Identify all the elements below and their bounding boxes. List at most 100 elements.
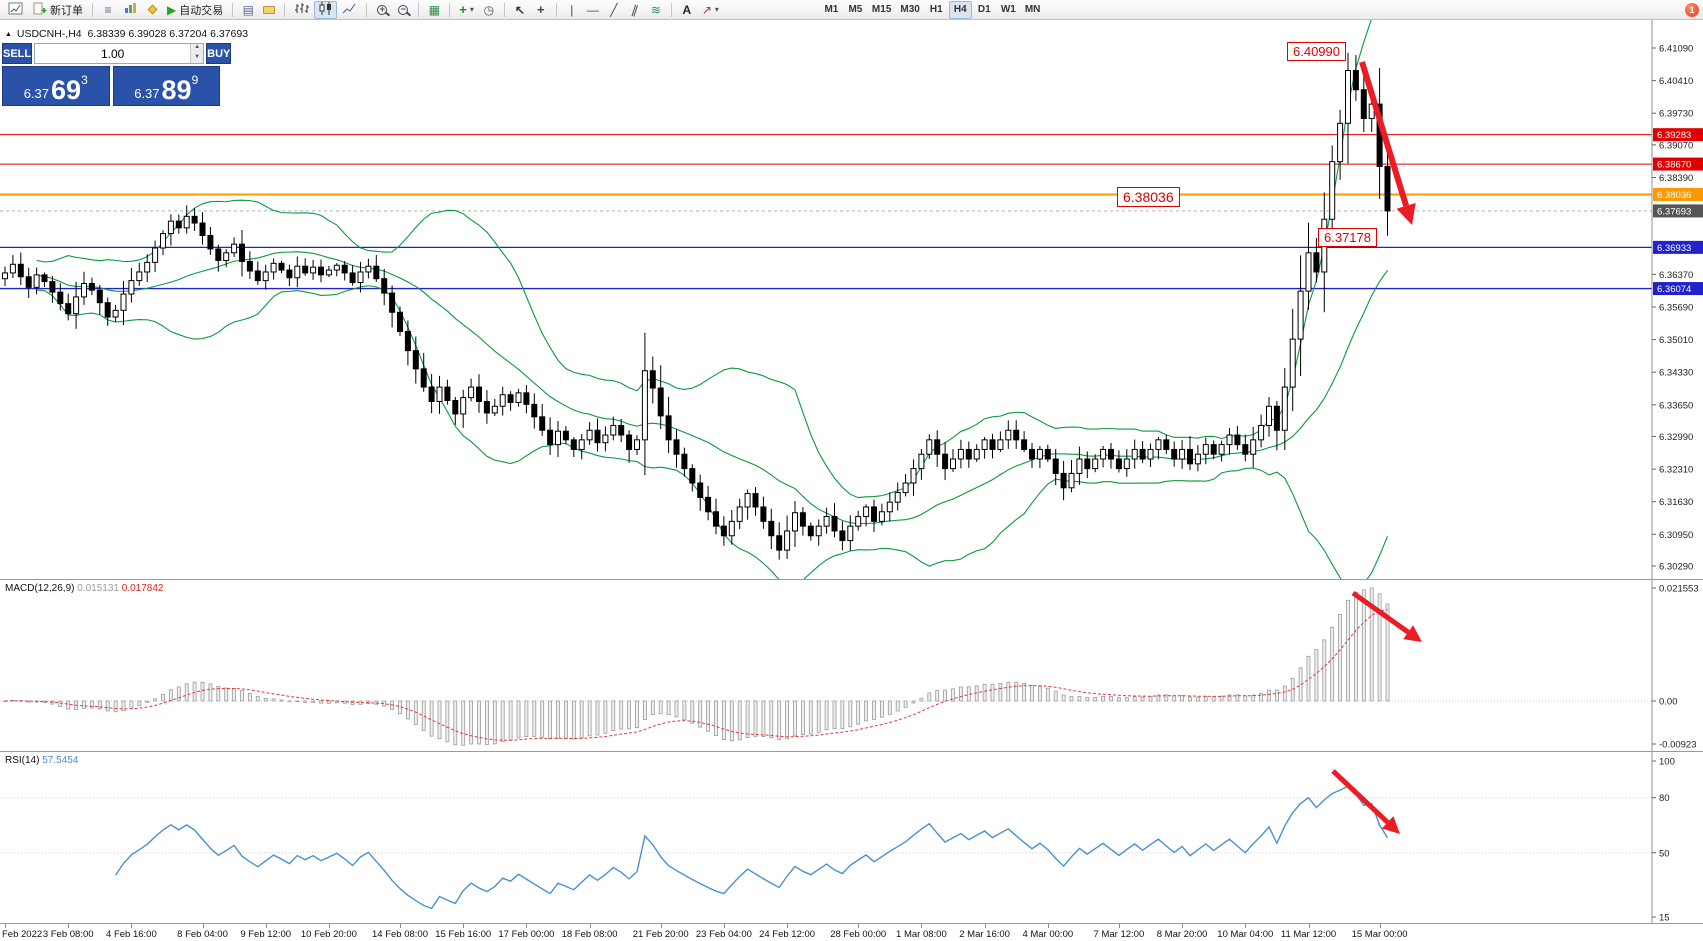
time-axis-label: 3 Feb 08:00 [42, 929, 94, 940]
time-axis-label: 10 Mar 04:00 [1217, 929, 1274, 940]
price-annotation-peak[interactable]: 6.40990 [1287, 42, 1346, 61]
price-annotation-low[interactable]: 6.37178 [1318, 228, 1377, 247]
market-watch-button[interactable]: ≡ [98, 1, 118, 19]
time-axis-label: 4 Feb 16:00 [106, 929, 157, 940]
tile-windows-button[interactable]: ▦ [424, 1, 444, 19]
price-annotation-level[interactable]: 6.38036 [1117, 187, 1180, 207]
timeframe-m1[interactable]: M1 [820, 1, 843, 19]
price-axis-label: 6.35010 [1659, 335, 1693, 346]
main-chart-panel[interactable]: 6.41090 6.40410 6.39730 6.39283 6.39070 6.386… [0, 20, 1703, 579]
time-tick [1308, 924, 1310, 928]
timeframe-m15[interactable]: M15 [868, 1, 895, 19]
indicators-button[interactable]: + ▾ [455, 1, 478, 19]
price-axis-label: 6.30290 [1659, 561, 1693, 572]
crosshair-button[interactable]: + [531, 1, 551, 19]
time-axis-label: 11 Mar 12:00 [1280, 929, 1337, 940]
cursor-button[interactable]: ↖ [510, 1, 530, 19]
trendline-button[interactable]: ╱ [604, 1, 624, 19]
zoom-out-button[interactable]: − [393, 1, 413, 19]
metaeditor-icon [147, 4, 157, 15]
timeframe-h1[interactable]: H1 [925, 1, 948, 19]
svg-text:6.39283: 6.39283 [1657, 130, 1691, 141]
time-axis[interactable]: Feb 2022 3 Feb 08:00 4 Feb 16:00 8 Feb 04:0… [0, 923, 1703, 941]
metaeditor-button[interactable] [142, 1, 162, 19]
rsi-axis-label: 15 [1659, 912, 1670, 923]
toolbar-separator [555, 2, 557, 17]
time-axis-label: 15 Feb 16:00 [435, 929, 492, 940]
timeframe-w1[interactable]: W1 [997, 1, 1020, 19]
volume-decrease-button[interactable]: ▼ [191, 53, 204, 63]
timeframe-d1[interactable]: D1 [973, 1, 996, 19]
one-click-trade-panel: SELL ▲ ▼ BUY 6.37 69 3 6.37 89 9 [2, 43, 232, 106]
bar-chart-button[interactable] [290, 1, 313, 19]
rsi-canvas[interactable]: 100 80 50 15 [0, 752, 1703, 923]
toolbar-separator [366, 2, 368, 17]
buy-price-point: 9 [191, 73, 199, 87]
strategy-tester-icon [123, 1, 137, 18]
rsi-axis-label: 50 [1659, 848, 1670, 859]
time-tick [858, 924, 860, 928]
time-axis-label: 9 Feb 12:00 [240, 929, 292, 940]
tile-windows-icon: ▦ [428, 2, 440, 17]
macd-canvas[interactable]: 0.021553 0.00 -0.00923 [0, 580, 1703, 751]
profiles-button[interactable] [259, 1, 279, 19]
notification-badge[interactable]: 1 [1685, 2, 1699, 17]
fibonacci-button[interactable]: ≋ [646, 1, 666, 19]
macd-panel[interactable]: 0.021553 0.00 -0.00923 MACD(12,26,9) 0.015… [0, 579, 1703, 751]
arrow-objects-button[interactable]: ↗ ▾ [698, 1, 723, 19]
time-axis-label: 8 Feb 04:00 [177, 929, 228, 940]
time-tick [400, 924, 401, 928]
period-button[interactable]: ◷ [479, 1, 499, 19]
zoom-out-icon: − [398, 4, 409, 15]
time-tick [202, 924, 204, 928]
zoom-in-button[interactable]: + [372, 1, 392, 19]
volume-increase-button[interactable]: ▲ [191, 44, 204, 54]
candlestick-chart-icon [318, 1, 333, 19]
timeframe-m30[interactable]: M30 [896, 1, 923, 19]
new-window-button[interactable]: ▤ [238, 1, 258, 19]
rsi-axis-label: 80 [1659, 793, 1670, 804]
volume-input[interactable] [35, 44, 191, 63]
text-tool-button[interactable]: A [677, 1, 697, 19]
price-axis-label: 6.30950 [1659, 530, 1693, 541]
svg-text:6.38036: 6.38036 [1657, 190, 1691, 201]
timeframe-h4[interactable]: H4 [948, 0, 972, 19]
new-chart-icon [8, 1, 23, 19]
time-axis-label: 28 Feb 00:00 [830, 929, 887, 940]
time-tick [526, 924, 528, 928]
timeframe-mn[interactable]: MN [1021, 1, 1045, 19]
indicators-plus-icon: + [459, 2, 467, 17]
buy-button[interactable]: BUY [206, 43, 232, 64]
time-tick [5, 924, 6, 928]
horizontal-line-button[interactable]: — [583, 1, 603, 19]
bollinger-lower-band [36, 285, 1389, 579]
rsi-value: 57.5454 [42, 755, 79, 766]
price-axis-badge [1653, 128, 1703, 142]
zoom-in-icon: + [377, 4, 388, 15]
autotrading-button[interactable]: ▶ 自动交易 [163, 1, 227, 19]
bollinger-middle-band [36, 251, 1388, 525]
new-order-button[interactable]: 新订单 [28, 1, 87, 19]
price-axis-label: 6.34330 [1659, 368, 1693, 379]
timeframe-m5[interactable]: M5 [844, 1, 867, 19]
line-chart-button[interactable] [338, 1, 361, 19]
indicators-caret-icon: ▾ [469, 4, 474, 14]
candles-layer [2, 52, 1391, 560]
price-axis-label: 6.40410 [1659, 76, 1693, 87]
candlestick-chart-button[interactable] [314, 0, 338, 19]
time-axis-label: 15 Mar 00:00 [1351, 929, 1408, 940]
rsi-panel[interactable]: 100 80 50 15 RSI(14) 57.5454 [0, 751, 1703, 923]
channel-button[interactable]: ∥ [625, 1, 645, 19]
bollinger-upper-band [36, 20, 1372, 499]
sell-price-point: 3 [81, 73, 88, 87]
new-chart-button[interactable] [4, 1, 27, 19]
time-tick [1047, 924, 1049, 928]
vertical-line-button[interactable]: | [562, 1, 582, 19]
sell-price-button[interactable]: 6.37 69 3 [2, 66, 110, 106]
macd-main-value: 0.015131 [77, 583, 119, 594]
sell-button[interactable]: SELL [2, 43, 33, 64]
buy-price-button[interactable]: 6.37 89 9 [112, 66, 220, 106]
strategy-tester-button[interactable] [119, 1, 141, 19]
time-tick [328, 924, 330, 928]
